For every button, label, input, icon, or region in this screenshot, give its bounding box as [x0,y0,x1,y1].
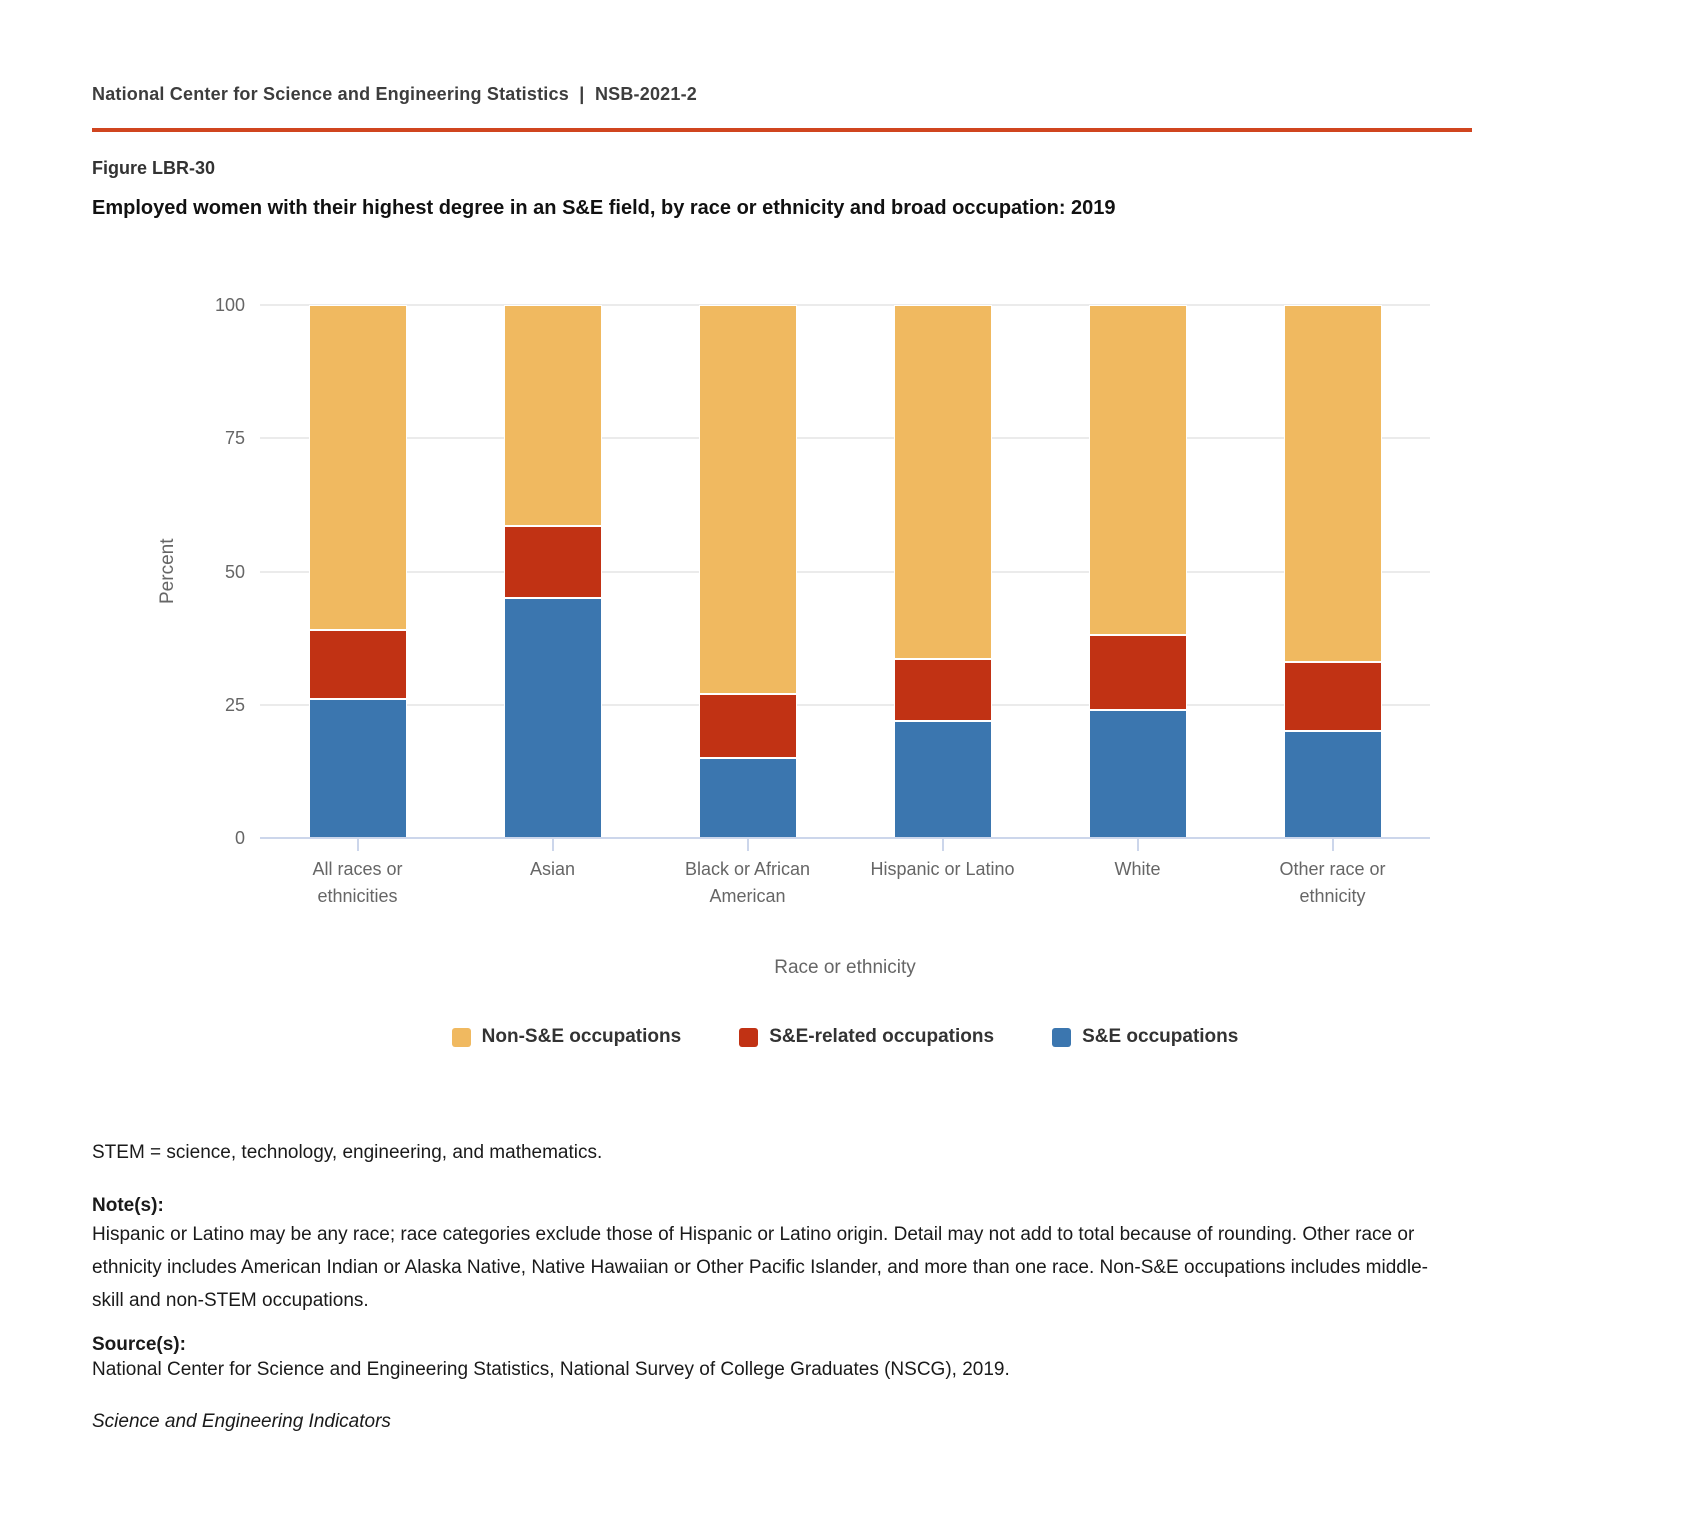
bar-segment [308,699,407,838]
legend-item[interactable]: Non-S&E occupations [451,1026,682,1048]
attribution: Science and Engineering Indicators [92,1411,391,1432]
legend-swatch-icon [451,1027,471,1047]
category-label: White [1114,859,1161,879]
bar [698,305,797,838]
bar-segment [503,526,602,599]
x-axis-tick [1331,838,1334,851]
bar-segment [308,630,407,700]
legend-label: S&E occupations [1082,1026,1239,1047]
gridline-25 [260,703,1430,706]
bar-segment [503,305,602,527]
category-label: Black or African American [684,859,811,906]
bar-segment [1088,305,1187,636]
figure-label: Figure LBR-30 [92,158,216,178]
bar [1283,305,1382,838]
x-axis-tick [941,838,944,851]
category-label: All races or ethnicities [312,859,403,906]
bar [503,305,602,838]
legend-label: S&E-related occupations [769,1026,995,1047]
gridline-50 [260,570,1430,573]
gridline-75 [260,437,1430,440]
report-header: National Center for Science and Engineer… [92,84,697,104]
bar-segment [698,305,797,695]
legend-swatch-icon [739,1027,759,1047]
y-axis-tick-labels: 0 25 50 75 100 [135,295,245,848]
bar [893,305,992,838]
notes-text: Hispanic or Latino may be any race; race… [92,1224,1428,1311]
legend-item[interactable]: S&E-related occupations [739,1026,994,1048]
x-axis-tick [551,838,554,851]
chart-legend: Non-S&E occupations S&E-related occupatio… [260,1026,1430,1048]
x-axis-title: Race or ethnicity [774,957,916,978]
legend-item[interactable]: S&E occupations [1052,1026,1238,1048]
x-axis-line [260,837,1430,839]
bar [308,305,407,838]
y-tick-label-25: 25 [224,694,245,715]
bar-segment [1283,662,1382,732]
bar-segment [503,598,602,838]
bar-segment [1088,635,1187,711]
y-tick-label-0: 0 [234,828,245,848]
x-axis-category-labels: All races or ethnicities Asian Black or Af… [260,856,1430,928]
y-tick-label-75: 75 [224,428,245,449]
notes-label: Note(s): [92,1195,164,1216]
bar-segment [1283,305,1382,663]
category-label: Other race or ethnicity [1279,859,1386,906]
category-label: Hispanic or Latino [870,859,1015,879]
category-label: Asian [529,859,576,879]
plot-area [260,304,1430,851]
y-tick-label-50: 50 [224,561,245,582]
gridline-100 [260,304,1430,306]
x-axis-tick [746,838,749,851]
bar-segment [893,720,992,838]
bar-segment [1088,710,1187,838]
x-axis-tick [1136,838,1139,851]
legend-swatch-icon [1052,1027,1072,1047]
bar-segment [698,758,797,838]
header-divider [92,128,1472,132]
x-axis-tick [356,838,359,851]
stem-definition: STEM = science, technology, engineering,… [92,1142,603,1163]
bar-segment [698,694,797,759]
sources-label: Source(s): [92,1334,186,1355]
bar-segment [1283,731,1382,838]
bar-segment [893,305,992,660]
bar [1088,305,1187,838]
footer: STEM = science, technology, engineering,… [92,1141,1452,1434]
y-tick-label-100: 100 [214,295,245,315]
figure-title: Employed women with their highest degree… [92,197,1116,219]
bar-segment [893,659,992,721]
sources-text: National Center for Science and Engineer… [92,1359,1010,1380]
bar-segment [308,305,407,631]
legend-label: Non-S&E occupations [481,1026,682,1047]
